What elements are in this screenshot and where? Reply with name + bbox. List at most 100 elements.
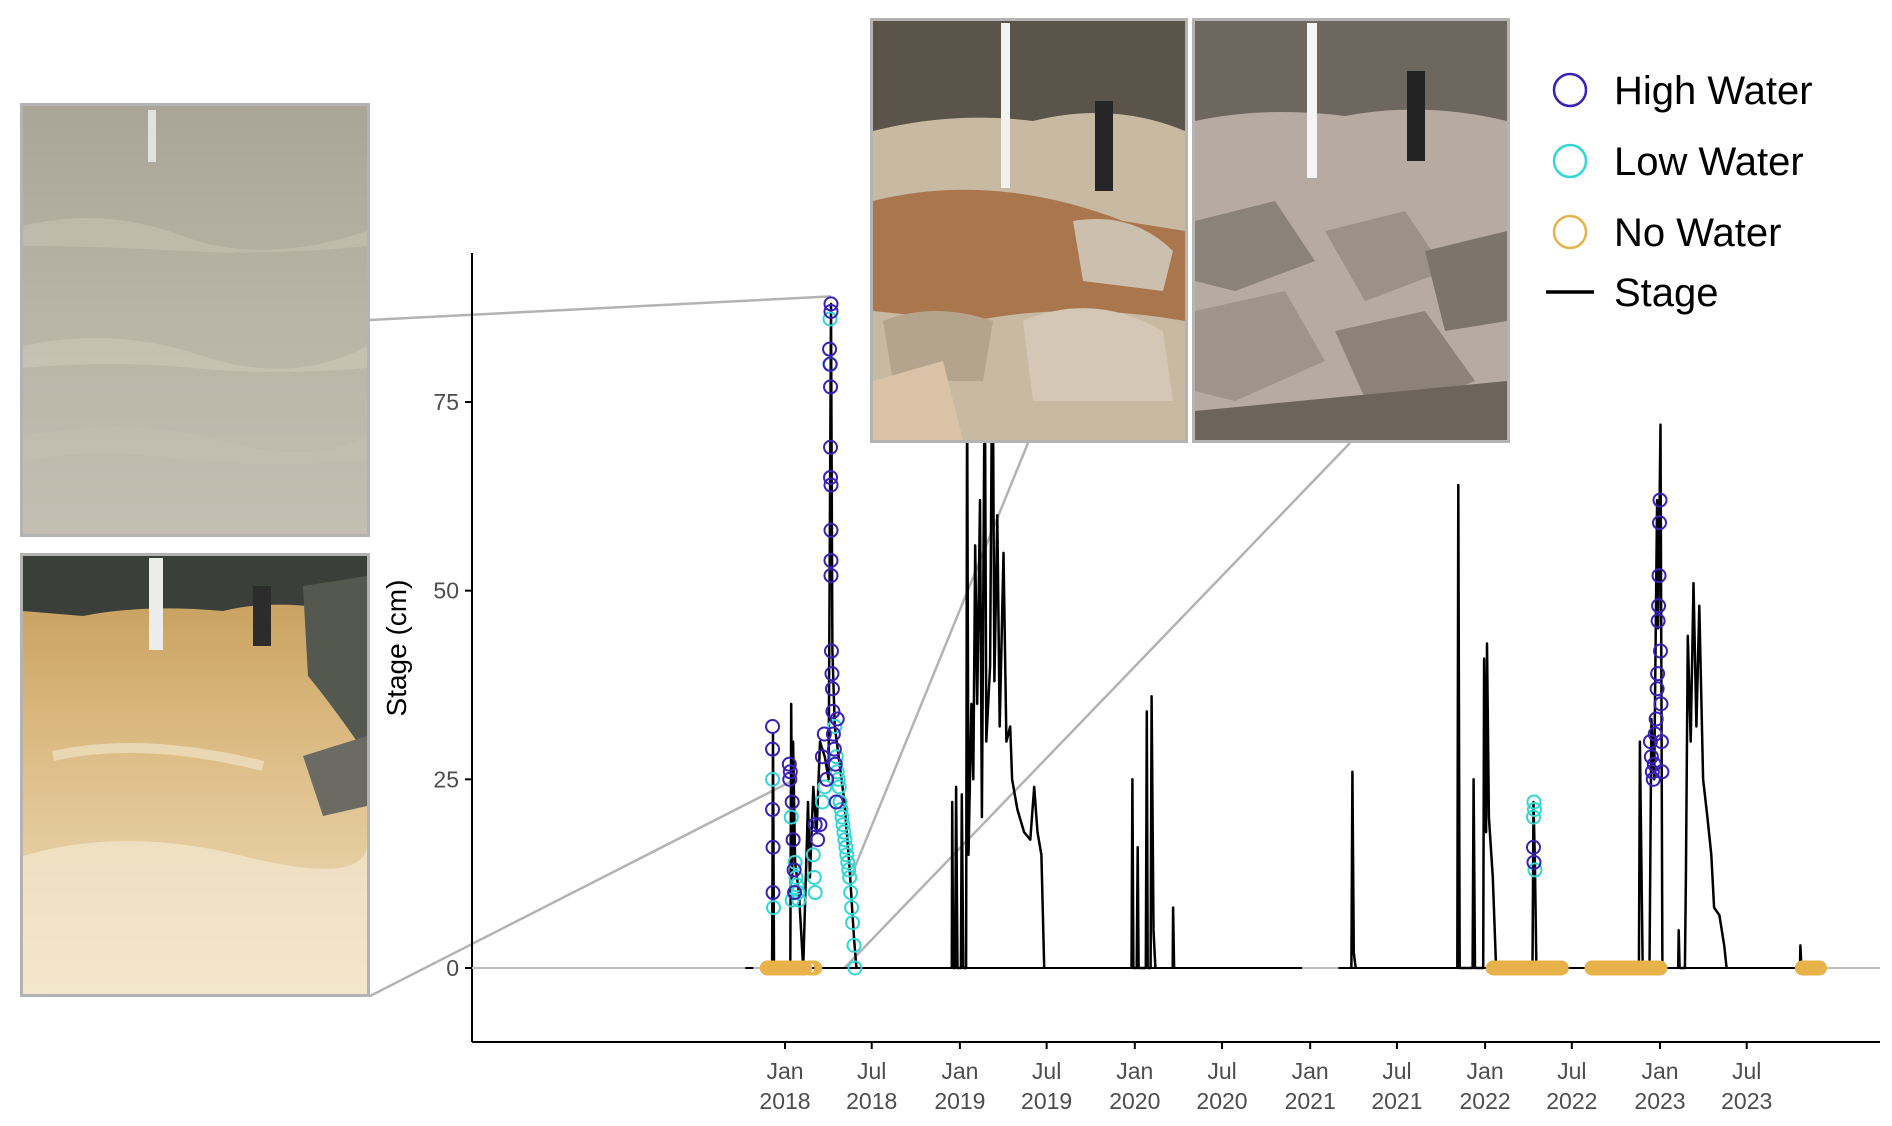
low-water-point: [1527, 862, 1543, 878]
x-tick-label: Jul 2020: [1196, 1058, 1247, 1114]
low-water-point: [834, 809, 850, 825]
stage-line: [1350, 770, 1357, 969]
muddy-flood-image: [23, 556, 367, 994]
photo-callout-line: [843, 442, 1351, 969]
low-water-point: [789, 877, 805, 893]
legend-key-no-water: [1552, 214, 1588, 250]
low-water-photo: [870, 18, 1188, 443]
high-water-point: [823, 643, 839, 659]
x-tick-label: Jan 2022: [1460, 1058, 1511, 1114]
y-axis-ticks: 0 25 50 75: [433, 389, 472, 981]
low-water-point: [827, 719, 843, 735]
stage-line: [1171, 906, 1176, 969]
no-water-point: [784, 960, 800, 976]
high-water-point: [1645, 771, 1661, 787]
flood-photo-muddy: [20, 553, 370, 997]
photo-callout-line: [369, 295, 832, 322]
stage-line: [1531, 800, 1538, 969]
low-water-point: [841, 862, 857, 878]
high-water-point: [823, 303, 839, 319]
low-water-point: [845, 915, 861, 931]
high-water-point: [825, 726, 841, 742]
low-water-point: [783, 809, 799, 825]
x-tick-label: Jan 2018: [759, 1058, 810, 1114]
low-water-point: [832, 794, 848, 810]
flood-photo-foggy: [20, 103, 370, 537]
y-tick-label: 25: [433, 766, 459, 792]
high-water-point: [782, 764, 798, 780]
high-water-point: [824, 666, 840, 682]
high-water-point: [816, 726, 832, 742]
high-water-point: [1643, 749, 1659, 765]
low-water-point: [806, 869, 822, 885]
high-water-point: [765, 719, 781, 735]
legend-label: Low Water: [1614, 140, 1804, 184]
high-water-point: [765, 802, 781, 818]
high-water-point: [1653, 734, 1669, 750]
no-water-point: [1812, 960, 1828, 976]
x-tick-label: Jan 2020: [1109, 1058, 1160, 1114]
high-water-point: [827, 756, 843, 772]
low-water-point: [837, 832, 853, 848]
x-tick-label: Jan 2019: [934, 1058, 985, 1114]
stage-line: [1798, 944, 1803, 969]
no-water-point: [765, 960, 781, 976]
high-water-point: [784, 794, 800, 810]
low-water-point: [765, 900, 781, 916]
high-water-point: [814, 749, 830, 765]
low-water-point: [846, 937, 862, 953]
low-water-point: [807, 885, 823, 901]
high-water-point: [828, 794, 844, 810]
high-water-point: [785, 832, 801, 848]
x-tick-label: Jul 2023: [1721, 1058, 1772, 1114]
high-water-point: [1651, 568, 1667, 584]
legend-label: High Water: [1614, 69, 1813, 113]
high-water-point: [1650, 613, 1666, 629]
x-tick-label: Jan 2023: [1634, 1058, 1685, 1114]
x-tick-label: Jul 2021: [1371, 1058, 1422, 1114]
high-water-point: [823, 469, 839, 485]
low-water-point: [836, 824, 852, 840]
y-tick-label: 75: [433, 389, 459, 415]
high-water-point: [782, 771, 798, 787]
high-water-point: [823, 379, 839, 395]
high-water-point: [1652, 643, 1668, 659]
low-water-point: [787, 854, 803, 870]
low-water-point: [831, 779, 847, 795]
y-tick-label: 50: [433, 578, 459, 604]
high-water-point: [822, 341, 838, 357]
low-water-point: [1526, 794, 1542, 810]
low-water-point: [843, 885, 859, 901]
photo-callout-line: [369, 778, 796, 998]
high-water-point: [810, 832, 826, 848]
high-water-point: [807, 817, 823, 833]
low-water-point: [830, 771, 846, 787]
low-water-point: [1526, 802, 1542, 818]
high-water-point: [826, 741, 842, 757]
low-water-point: [847, 960, 863, 976]
legend-key-low-water: [1552, 143, 1588, 179]
high-water-point: [823, 522, 839, 538]
low-water-point: [833, 802, 849, 818]
high-water-point: [786, 862, 802, 878]
stage-line: [770, 732, 776, 969]
high-water-point: [824, 681, 840, 697]
low-water-point: [844, 900, 860, 916]
stage-line: [1637, 423, 1664, 970]
x-tick-label: Jul 2019: [1021, 1058, 1072, 1114]
high-water-point: [1648, 711, 1664, 727]
high-water-point: [781, 756, 797, 772]
no-water-point: [1525, 960, 1541, 976]
low-water-point: [822, 311, 838, 327]
high-water-point: [1646, 756, 1662, 772]
high-water-point: [1642, 734, 1658, 750]
low-water-point: [817, 779, 833, 795]
high-water-point: [787, 885, 803, 901]
low-water-point: [1525, 809, 1541, 825]
high-water-point: [1525, 839, 1541, 855]
low-water-point: [805, 847, 821, 863]
high-water-point: [1652, 492, 1668, 508]
foggy-flood-image: [23, 106, 367, 534]
no-water-point: [1553, 960, 1569, 976]
high-water-point: [822, 356, 838, 372]
